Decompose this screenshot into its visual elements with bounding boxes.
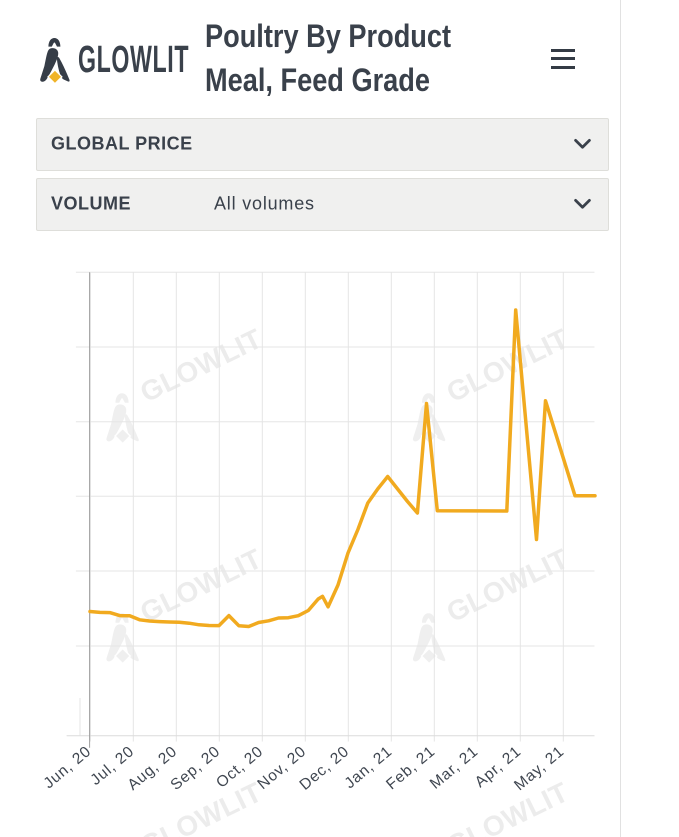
svg-text:GLOWLIT: GLOWLIT [135, 323, 267, 408]
svg-text:GLOWLIT: GLOWLIT [442, 776, 574, 837]
svg-text:GLOWLIT: GLOWLIT [135, 776, 267, 837]
svg-text:GLOWLIT: GLOWLIT [442, 543, 574, 628]
svg-text:Jun, 20: Jun, 20 [40, 743, 94, 792]
svg-text:GLOWLIT: GLOWLIT [135, 543, 267, 628]
svg-text:Feb, 21: Feb, 21 [383, 743, 438, 793]
svg-text:Mar, 21: Mar, 21 [427, 743, 482, 793]
svg-text:GLOWLIT: GLOWLIT [442, 323, 574, 408]
